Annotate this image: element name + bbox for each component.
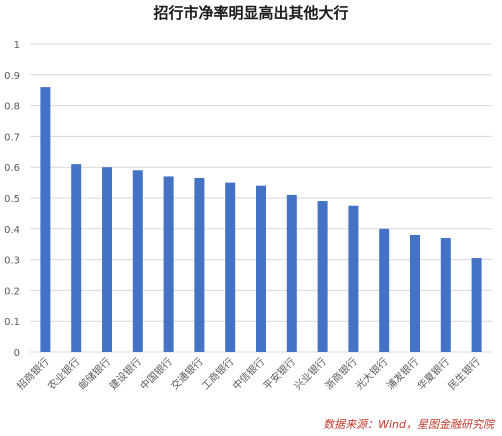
x-tick-label: 招商银行 <box>14 355 51 392</box>
y-tick-label: 0.5 <box>4 194 20 205</box>
bar <box>132 170 143 352</box>
x-tick-label: 农业银行 <box>45 355 82 392</box>
x-tick-label: 平安银行 <box>260 355 297 392</box>
x-tick-label: 光大银行 <box>353 355 390 392</box>
x-tick-label: 浙商银行 <box>322 355 359 392</box>
data-source-note: 数据来源：Wind，星图金融研究院 <box>323 418 494 431</box>
x-tick-label: 民生银行 <box>445 355 482 392</box>
bar <box>40 87 51 353</box>
bar <box>348 205 359 352</box>
bar <box>225 182 236 352</box>
x-tick-label: 邮储银行 <box>76 355 113 392</box>
y-tick-label: 0 <box>14 348 20 359</box>
y-tick-label: 0.7 <box>4 132 20 143</box>
y-tick-label: 0.1 <box>4 317 20 328</box>
y-tick-label: 1 <box>14 40 20 51</box>
bar <box>102 167 112 352</box>
bar <box>379 228 390 352</box>
x-tick-label: 中信银行 <box>230 355 267 392</box>
y-tick-label: 0.8 <box>4 102 20 113</box>
y-tick-label: 0.2 <box>4 286 20 297</box>
x-tick-label: 浦发银行 <box>384 355 421 392</box>
bar <box>71 164 82 352</box>
bar <box>440 238 451 352</box>
bar <box>317 201 328 352</box>
y-tick-label: 0.6 <box>4 163 20 174</box>
bar <box>410 234 420 352</box>
x-tick-label: 中国银行 <box>137 355 174 392</box>
x-tick-label: 华夏银行 <box>414 355 451 392</box>
y-tick-label: 0.9 <box>4 71 20 82</box>
x-tick-label: 工商银行 <box>199 355 236 392</box>
bar <box>286 194 297 352</box>
bar <box>194 177 205 352</box>
bar <box>471 258 482 352</box>
chart-title: 招行市净率明显高出其他大行 <box>153 4 349 22</box>
x-tick-label: 建设银行 <box>106 355 143 392</box>
bar <box>163 176 174 352</box>
x-tick-label: 交通银行 <box>168 355 205 392</box>
bar <box>256 185 266 352</box>
y-tick-label: 0.4 <box>4 225 20 236</box>
y-tick-label: 0.3 <box>4 256 20 267</box>
x-tick-label: 兴业银行 <box>291 355 328 392</box>
